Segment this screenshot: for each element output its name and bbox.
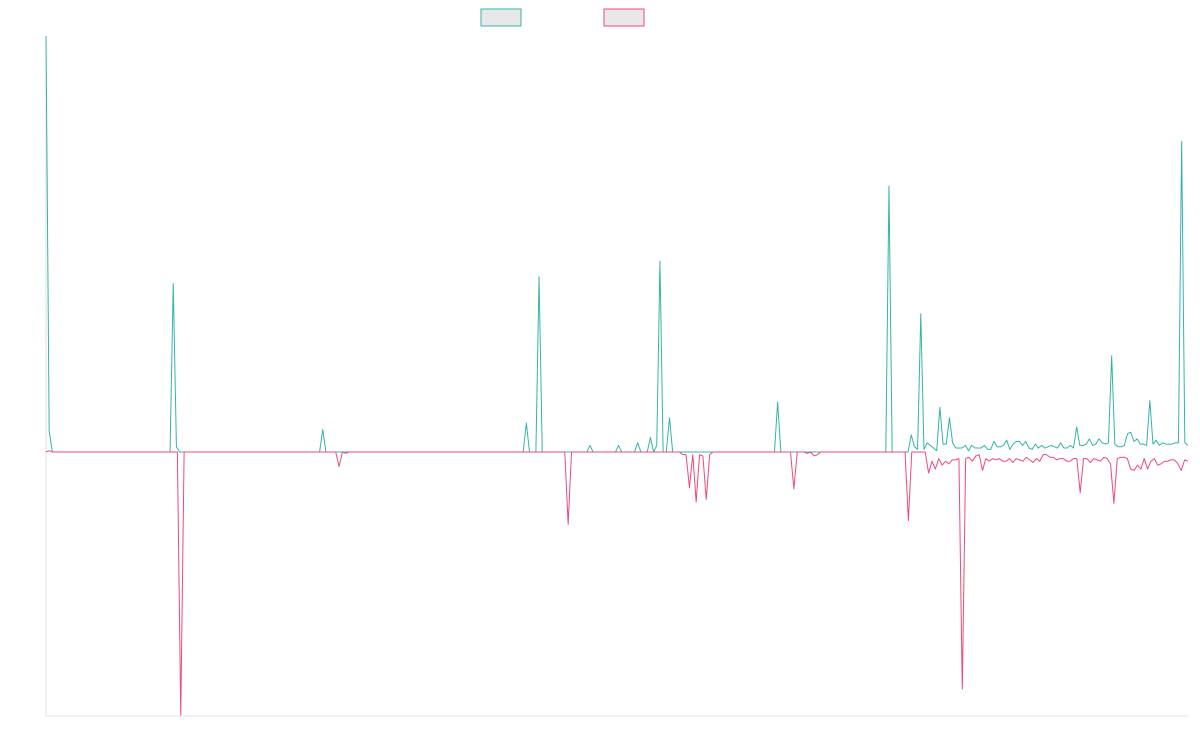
legend-swatch-series-1[interactable]: [480, 8, 522, 27]
series-layer: [45, 35, 1189, 716]
series-2-line: [45, 450, 1189, 716]
series-1-line: [45, 35, 1189, 453]
legend: [480, 8, 645, 27]
legend-swatch-series-2[interactable]: [603, 8, 645, 27]
